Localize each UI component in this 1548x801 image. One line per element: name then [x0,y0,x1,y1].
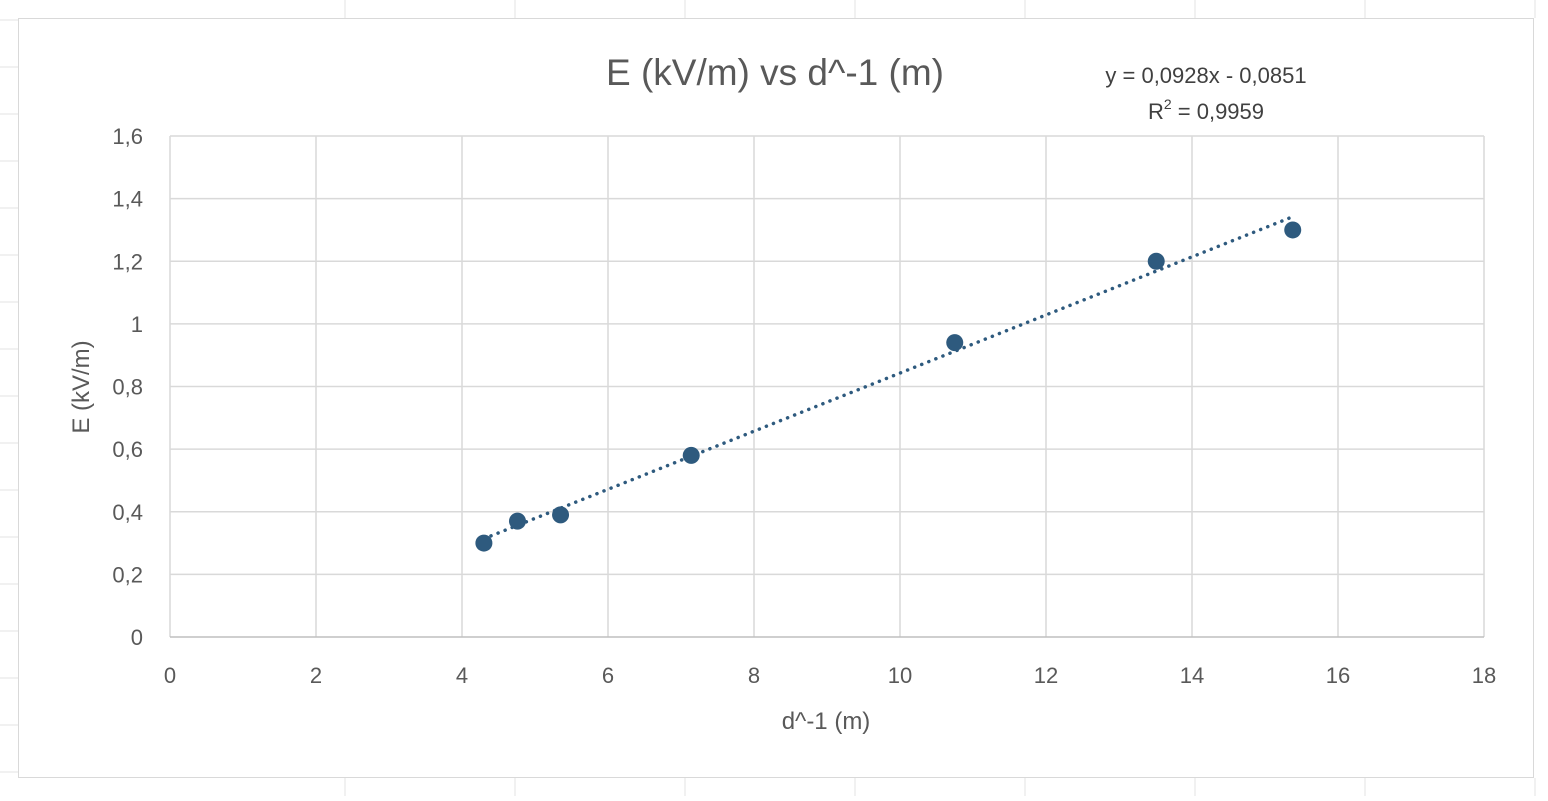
x-tick-label: 10 [888,663,912,688]
chart-area[interactable] [18,18,1534,778]
y-tick-label: 1,6 [112,124,143,149]
data-point[interactable] [508,512,526,530]
data-point[interactable] [552,506,570,524]
y-tick-label: 1 [131,312,143,337]
trendline-layer [482,214,1295,541]
plot-gridlines [169,135,1485,638]
y-tick-label: 0 [131,625,143,650]
y-tick-label: 0,2 [112,562,143,587]
y-tick-label: 1,4 [112,187,143,212]
x-tick-label: 6 [602,663,614,688]
data-point[interactable] [1284,221,1302,239]
x-tick-label: 14 [1180,663,1204,688]
trendline[interactable] [482,214,1295,541]
data-point[interactable] [682,446,700,464]
y-axis-title[interactable]: E (kV/m) [68,340,95,433]
y-axis-ticks: 0 0,2 0,4 0,6 0,8 1 1,2 1,4 1,6 [112,124,143,650]
trendline-r-squared[interactable]: R2 = 0,9959 [1148,96,1264,124]
y-tick-label: 1,2 [112,249,143,274]
x-axis-ticks: 0 2 4 6 8 10 12 14 16 18 [164,663,1496,688]
x-tick-label: 16 [1326,663,1350,688]
x-tick-label: 8 [748,663,760,688]
x-tick-label: 4 [456,663,468,688]
y-tick-label: 0,6 [112,437,143,462]
trendline-equation[interactable]: y = 0,0928x - 0,0851 [1105,63,1306,88]
r2-superscript: 2 [1164,96,1172,112]
y-tick-label: 0,4 [112,500,143,525]
x-tick-label: 0 [164,663,176,688]
data-point[interactable] [475,534,493,552]
y-tick-label: 0,8 [112,375,143,400]
x-tick-label: 12 [1034,663,1058,688]
data-point[interactable] [1147,252,1165,270]
r2-value: = 0,9959 [1172,99,1264,124]
r2-prefix: R [1148,99,1164,124]
x-axis-title[interactable]: d^-1 (m) [782,708,871,735]
x-tick-label: 18 [1472,663,1496,688]
data-points [475,221,1302,552]
x-tick-label: 2 [310,663,322,688]
chart-title[interactable]: E (kV/m) vs d^-1 (m) [606,52,944,93]
data-point[interactable] [946,334,964,352]
